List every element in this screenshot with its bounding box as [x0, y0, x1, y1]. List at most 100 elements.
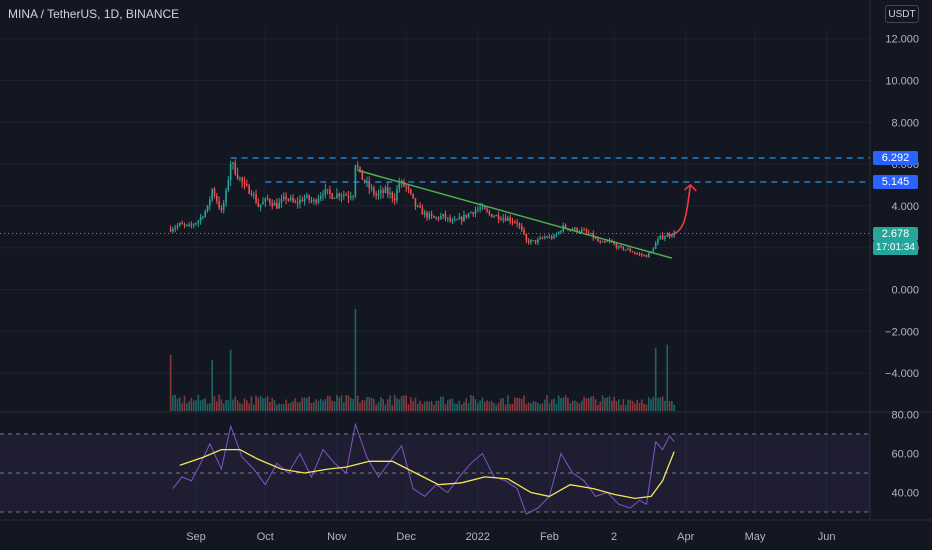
- candle-body: [446, 217, 449, 219]
- price-axis-label: 4.000: [891, 201, 919, 213]
- candle-body: [513, 221, 516, 223]
- candle-body: [643, 255, 645, 257]
- candle-body: [433, 215, 435, 218]
- rsi-axis-label: 80.00: [891, 410, 919, 422]
- candle-body: [183, 224, 186, 226]
- volume-bar: [359, 403, 361, 411]
- volume-bar: [647, 397, 650, 411]
- candle-body: [206, 205, 209, 212]
- candle-body: [215, 196, 218, 201]
- volume-bar: [172, 395, 174, 411]
- candle-body: [497, 215, 500, 220]
- volume-bar: [601, 395, 604, 411]
- candle-body: [306, 195, 308, 198]
- candle-body: [645, 255, 648, 258]
- candle-body: [197, 220, 200, 224]
- candle-body: [481, 206, 484, 208]
- volume-bar: [340, 395, 343, 411]
- volume-bar: [525, 404, 528, 411]
- volume-bar: [308, 396, 310, 411]
- candle-body: [435, 217, 438, 219]
- price-axis-label: 10.000: [885, 76, 919, 88]
- price-axis-label: 12.000: [885, 34, 919, 46]
- last-price-tag: 2.678: [873, 227, 918, 241]
- volume-bar: [188, 401, 190, 411]
- volume-bar: [638, 402, 641, 411]
- candle-body: [483, 206, 486, 210]
- volume-bar: [590, 396, 592, 411]
- candle-body: [416, 205, 419, 207]
- candle-body: [296, 202, 299, 204]
- symbol-title[interactable]: MINA / TetherUS, 1D, BINANCE: [8, 7, 180, 21]
- volume-bar: [384, 404, 387, 411]
- volume-bar: [262, 398, 264, 411]
- candle-body: [324, 189, 327, 195]
- volume-bar: [174, 394, 177, 411]
- volume-bar: [405, 395, 408, 411]
- volume-bar: [398, 399, 401, 411]
- candle-body: [546, 237, 548, 239]
- candle-body: [550, 236, 553, 239]
- volume-bar: [338, 397, 341, 411]
- candle-body: [396, 189, 398, 201]
- candle-body: [421, 207, 424, 215]
- volume-bar: [380, 397, 382, 411]
- candle-body: [393, 198, 396, 201]
- candle-body: [338, 193, 341, 197]
- candle-body: [548, 236, 551, 238]
- volume-bar: [597, 404, 599, 411]
- volume-bar: [477, 403, 479, 411]
- volume-bar: [225, 399, 227, 411]
- volume-bar: [389, 395, 391, 411]
- volume-bar: [239, 402, 241, 411]
- volume-bar: [671, 401, 673, 411]
- volume-bar: [377, 401, 380, 411]
- volume-bar: [592, 396, 595, 411]
- candle-body: [652, 248, 655, 252]
- candle-body: [340, 195, 343, 197]
- candle-body: [211, 189, 213, 200]
- candle-body: [601, 241, 604, 243]
- volume-bar: [169, 354, 172, 411]
- candle-body: [641, 254, 643, 256]
- volume-bar: [282, 404, 285, 411]
- volume-bar: [442, 396, 444, 411]
- volume-bar: [539, 404, 541, 411]
- rsi-ma-line: [179, 448, 675, 500]
- candle-body: [276, 202, 278, 209]
- candle-body: [440, 216, 442, 219]
- candle-body: [354, 165, 357, 197]
- volume-bar: [407, 404, 410, 411]
- volume-bar: [243, 398, 246, 411]
- volume-bar: [664, 400, 666, 411]
- volume-bar: [504, 404, 507, 411]
- candle-body: [449, 217, 451, 222]
- volume-bar: [513, 397, 516, 411]
- forecast-arrow[interactable]: [667, 184, 692, 236]
- candle-body: [597, 238, 599, 242]
- candle-body: [617, 246, 620, 248]
- descending-trendline[interactable]: [357, 169, 673, 259]
- volume-bar: [403, 395, 405, 411]
- candle-body: [520, 225, 523, 230]
- candle-body: [299, 199, 301, 204]
- candle-body: [273, 202, 276, 206]
- volume-bar: [613, 397, 615, 411]
- candle-body: [204, 211, 207, 217]
- candle-body: [172, 229, 174, 232]
- candle-body: [373, 187, 375, 195]
- volume-bar: [555, 403, 558, 411]
- bar-countdown: 17:01:34: [873, 241, 918, 255]
- time-axis-label: Apr: [677, 531, 694, 543]
- candle-body: [629, 248, 632, 252]
- candle-body: [264, 198, 267, 202]
- volume-bar: [583, 396, 585, 411]
- volume-bar: [666, 344, 669, 411]
- currency-button[interactable]: USDT: [885, 5, 919, 23]
- candle-body: [213, 189, 216, 197]
- volume-bar: [301, 397, 304, 411]
- volume-bar: [537, 402, 539, 411]
- volume-bar: [421, 404, 424, 411]
- candle-body: [317, 198, 320, 203]
